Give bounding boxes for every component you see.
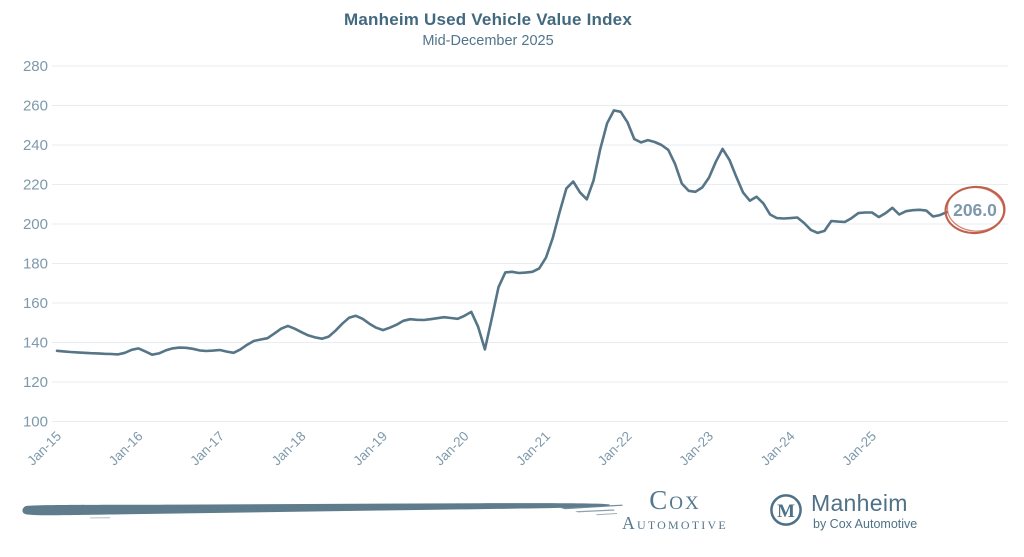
- gridlines: [52, 65, 1008, 422]
- y-tick-label: 180: [23, 256, 48, 273]
- index-series-line: [55, 109, 948, 356]
- x-axis-labels: Jan-15 Jan-16 Jan-17 Jan-18 Jan-19 Jan-20 Jan-…: [24, 428, 879, 468]
- y-tick-label: 120: [23, 374, 48, 391]
- y-axis-labels: 100 120 140 160 180 200 220 240 260 280: [23, 58, 48, 431]
- x-tick-label: Jan-24: [758, 428, 798, 468]
- chart-title: Manheim Used Vehicle Value Index: [344, 10, 632, 29]
- x-tick-label: Jan-23: [676, 429, 716, 469]
- chart-subtitle: Mid-December 2025: [422, 33, 554, 49]
- brush-stroke-decoration: [22, 503, 623, 519]
- x-tick-label: Jan-16: [106, 429, 146, 469]
- y-tick-label: 200: [23, 216, 48, 233]
- y-tick-label: 140: [23, 335, 48, 352]
- y-tick-label: 260: [23, 98, 48, 115]
- x-tick-label: Jan-18: [269, 429, 309, 469]
- x-tick-label: Jan-15: [24, 429, 64, 469]
- latest-value-label: 206.0: [953, 200, 997, 220]
- y-tick-label: 160: [23, 295, 48, 312]
- x-tick-label: Jan-19: [350, 429, 390, 469]
- x-tick-label: Jan-21: [513, 429, 553, 469]
- svg-text:M: M: [777, 501, 795, 522]
- manheim-m-icon: M: [770, 494, 802, 526]
- cox-logo-automotive: Automotive: [622, 513, 728, 533]
- manheim-logo: M Manheim by Cox Automotive: [768, 492, 917, 531]
- manheim-logo-name: Manheim: [811, 490, 908, 516]
- cox-logo-wordmark: Cox: [649, 485, 701, 515]
- latest-value-callout: 206.0: [944, 185, 1006, 235]
- x-tick-label: Jan-25: [839, 429, 879, 469]
- x-tick-label: Jan-22: [595, 429, 635, 469]
- x-tick-label: Jan-17: [187, 429, 227, 469]
- y-tick-label: 280: [23, 58, 48, 75]
- y-tick-label: 220: [23, 177, 48, 194]
- cox-automotive-logo: Cox Automotive: [585, 487, 765, 533]
- y-tick-label: 100: [23, 414, 48, 431]
- y-tick-label: 240: [23, 137, 48, 154]
- hand-drawn-circle-icon-overstroke: [946, 186, 1005, 232]
- x-tick-label: Jan-20: [432, 429, 472, 469]
- manheim-logo-byline: by Cox Automotive: [813, 517, 918, 531]
